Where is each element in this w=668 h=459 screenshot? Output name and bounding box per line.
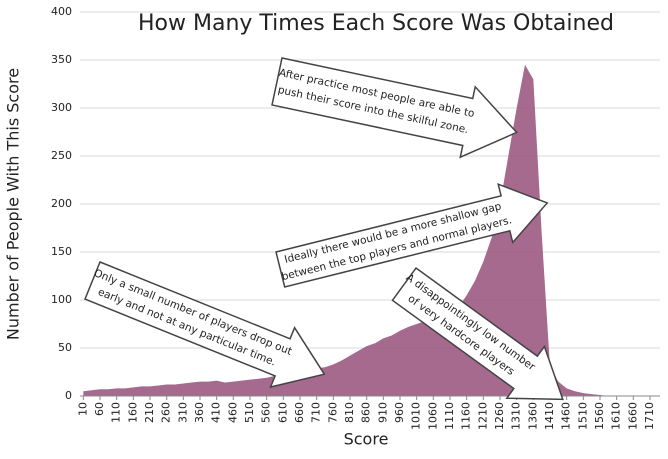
y-axis-label: Number of People With This Score xyxy=(4,68,23,340)
y-tick-label: 150 xyxy=(51,245,72,258)
chart-title: How Many Times Each Score Was Obtained xyxy=(138,11,614,36)
x-tick-label: 10 xyxy=(76,402,89,416)
x-tick-label: 60 xyxy=(93,402,106,416)
x-tick-label: 410 xyxy=(210,402,223,423)
annotation: After practice most people are able to p… xyxy=(271,57,518,159)
y-tick-label: 200 xyxy=(51,197,72,210)
area xyxy=(83,64,651,397)
x-tick-label: 1010 xyxy=(410,402,423,430)
x-tick-label: 910 xyxy=(376,402,389,423)
x-tick-label: 660 xyxy=(293,402,306,423)
x-tick-label: 710 xyxy=(310,402,323,423)
x-tick-label: 1110 xyxy=(443,402,456,430)
y-tick-label: 0 xyxy=(65,389,72,402)
x-tick-label: 260 xyxy=(160,402,173,423)
x-tick-label: 110 xyxy=(110,402,123,423)
y-tick-label: 50 xyxy=(58,341,72,354)
x-tick-label: 360 xyxy=(193,402,206,423)
x-tick-label: 460 xyxy=(226,402,239,423)
x-tick-label: 160 xyxy=(126,402,139,423)
x-tick-label: 1660 xyxy=(626,402,639,430)
x-tick-label: 1410 xyxy=(543,402,556,430)
x-tick-label: 1260 xyxy=(493,402,506,430)
x-tick-label: 1060 xyxy=(426,402,439,430)
x-tick-label: 560 xyxy=(260,402,273,423)
x-tick-label: 1710 xyxy=(643,402,656,430)
x-tick-label: 310 xyxy=(176,402,189,423)
x-tick-label: 1160 xyxy=(460,402,473,430)
x-tick-label: 610 xyxy=(276,402,289,423)
y-tick-label: 100 xyxy=(51,293,72,306)
y-tick-label: 350 xyxy=(51,53,72,66)
x-tick-label: 1360 xyxy=(526,402,539,430)
x-tick-label: 1460 xyxy=(560,402,573,430)
y-tick-label: 300 xyxy=(51,101,72,114)
x-axis-label: Score xyxy=(344,430,389,449)
x-tick-label: 210 xyxy=(143,402,156,423)
x-tick-label: 960 xyxy=(393,402,406,423)
x-tick-label: 1560 xyxy=(593,402,606,430)
y-tick-label: 250 xyxy=(51,149,72,162)
x-tick-label: 1310 xyxy=(510,402,523,430)
x-tick-label: 810 xyxy=(343,402,356,423)
x-tick-label: 760 xyxy=(326,402,339,423)
y-tick-label: 400 xyxy=(51,5,72,18)
x-tick-label: 1210 xyxy=(476,402,489,430)
x-tick-label: 1510 xyxy=(576,402,589,430)
x-tick-label: 1610 xyxy=(610,402,623,430)
x-tick-label: 860 xyxy=(360,402,373,423)
x-tick-label: 510 xyxy=(243,402,256,423)
